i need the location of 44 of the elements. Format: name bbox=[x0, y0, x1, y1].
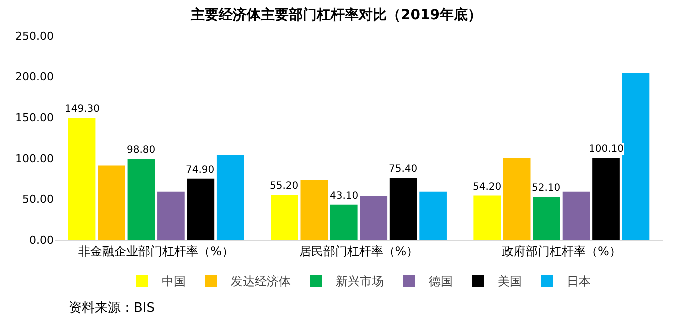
bar bbox=[622, 74, 650, 240]
bar bbox=[330, 204, 358, 240]
data-label: 74.90 bbox=[186, 165, 215, 176]
bar bbox=[562, 192, 590, 240]
legend-label: 新兴市场 bbox=[336, 274, 384, 289]
text: 资料来源：BIS bbox=[69, 301, 156, 316]
legend-label: 中国 bbox=[162, 274, 186, 289]
bar bbox=[128, 159, 156, 240]
bar bbox=[474, 196, 502, 240]
bar bbox=[592, 158, 620, 240]
y-tick-label: 200.00 bbox=[16, 70, 54, 84]
legend-label: 美国 bbox=[498, 274, 522, 289]
data-label: 149.30 bbox=[65, 104, 100, 115]
chart-title: 主要经济体主要部门杠杆率对比（2019年底） bbox=[190, 6, 482, 24]
bar bbox=[503, 158, 531, 240]
data-label: 43.10 bbox=[330, 191, 359, 202]
data-label: 75.40 bbox=[389, 164, 418, 175]
bar bbox=[360, 196, 388, 240]
y-tick-label: 150.00 bbox=[16, 111, 54, 124]
data-label: 100.10 bbox=[589, 144, 624, 155]
x-tick-label: 政府部门杠杆率（%） bbox=[502, 244, 622, 258]
data-label: 98.80 bbox=[127, 145, 156, 156]
bar bbox=[98, 166, 126, 240]
legend-label: 日本 bbox=[567, 274, 591, 289]
data-label: 54.20 bbox=[473, 182, 502, 193]
bar bbox=[300, 180, 328, 240]
bar bbox=[390, 178, 418, 240]
data-label: 55.20 bbox=[270, 181, 299, 192]
bar bbox=[187, 178, 215, 240]
y-tick-label: 250.00 bbox=[16, 30, 54, 43]
legend-label: 发达经济体 bbox=[231, 274, 291, 289]
legend-label: 德国 bbox=[429, 274, 453, 289]
bar bbox=[271, 194, 298, 240]
bar bbox=[216, 155, 244, 240]
y-tick-label: 100.00 bbox=[16, 152, 54, 166]
bar bbox=[158, 192, 185, 240]
y-tick-label: 50.00 bbox=[22, 193, 54, 206]
data-label: 52.10 bbox=[532, 183, 561, 194]
y-tick-label: 0.00 bbox=[30, 234, 54, 247]
bar bbox=[68, 118, 96, 240]
x-tick-label: 非金融企业部门杠杆率（%） bbox=[78, 244, 234, 258]
bar bbox=[533, 197, 560, 240]
bar bbox=[420, 192, 447, 240]
x-tick-label: 居民部门杠杆率（%） bbox=[299, 244, 419, 258]
